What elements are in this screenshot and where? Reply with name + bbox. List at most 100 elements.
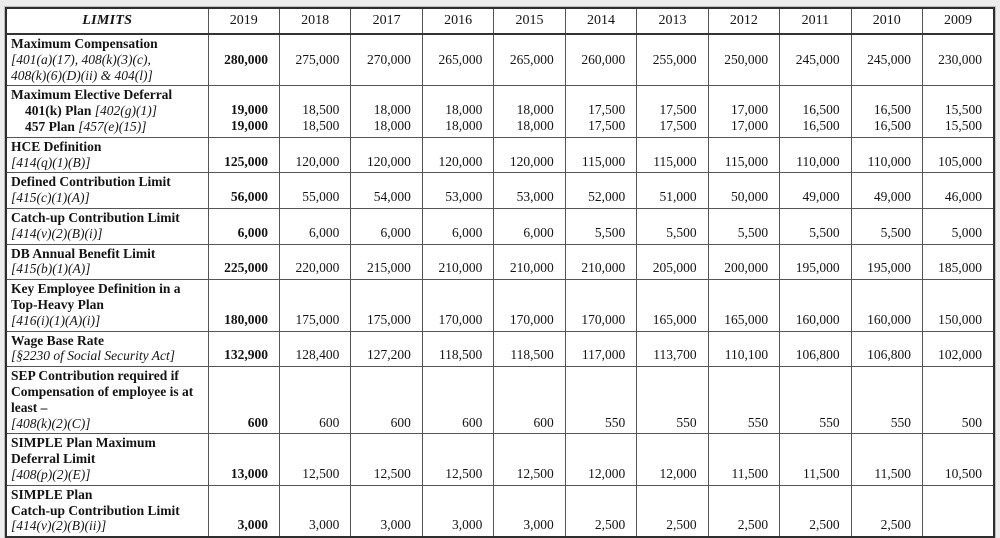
value-cell-2010: 110,000 xyxy=(850,136,924,174)
row-label-line: [§2230 of Social Security Act] xyxy=(11,348,206,364)
value-text: 6,000 xyxy=(380,224,411,240)
value-cell-2013: 550 xyxy=(636,366,709,435)
value-text: 128,400 xyxy=(295,347,340,363)
value-text: 11,500 xyxy=(874,465,912,481)
limits-column-header: LIMITS xyxy=(5,7,209,35)
value-cell-2009: 102,000 xyxy=(922,330,995,368)
label-text: Deferral Limit xyxy=(11,451,96,467)
value-cell-2019: 13,000 xyxy=(207,433,280,486)
label-text: Key Employee Definition in a xyxy=(11,281,181,297)
value-cell-2018: 55,000 xyxy=(278,172,352,209)
value-cell-2010: 245,000 xyxy=(850,33,924,87)
value-cell-2015: 265,000 xyxy=(493,33,566,87)
value-text: 265,000 xyxy=(509,52,554,68)
row-sep-contribution-required: SEP Contribution required if Compensation… xyxy=(5,366,995,435)
value-text: 10,500 xyxy=(944,465,982,481)
value-cell-2015: 12,500 xyxy=(493,433,566,486)
row-defined-contribution-limit: Defined Contribution Limit [415(c)(1)(A)]… xyxy=(5,172,995,209)
value-cell-2010: 160,000 xyxy=(850,279,924,332)
value-cell-2019: 125,000 xyxy=(207,136,280,174)
row-label-line: Top-Heavy Plan xyxy=(11,297,206,313)
year-column-header-2010: 2010 xyxy=(850,7,924,35)
value-text: 3,000 xyxy=(309,517,340,533)
value-cell-2018: 18,500 18,500 xyxy=(278,85,352,138)
row-catch-up-contribution-limit: Catch-up Contribution Limit [414(v)(2)(B)… xyxy=(5,207,995,245)
value-text: 117,000 xyxy=(581,347,626,363)
row-label: Key Employee Definition in a Top-Heavy Pl… xyxy=(5,279,209,332)
label-text: Defined Contribution Limit xyxy=(11,174,171,190)
value-cell-2010: 16,500 16,500 xyxy=(850,85,924,138)
value-cell-2013: 17,500 17,500 xyxy=(636,85,709,138)
value-text: 12,500 xyxy=(445,465,483,481)
value-cell-2019: 132,900 xyxy=(207,330,280,368)
value-cell-2019: 280,000 xyxy=(207,33,280,87)
value-text: 260,000 xyxy=(581,52,626,68)
value-text: 54,000 xyxy=(373,189,411,205)
value-cell-2012: 5,500 xyxy=(707,207,781,245)
value-cell-2014: 5,500 xyxy=(564,207,638,245)
row-label: Maximum Compensation [401(a)(17), 408(k)(… xyxy=(5,33,209,87)
row-label: SEP Contribution required if Compensation… xyxy=(5,366,209,435)
year-column-header-2014: 2014 xyxy=(564,7,638,35)
value-cell-2011: 16,500 16,500 xyxy=(779,85,852,138)
value-text: 52,000 xyxy=(588,189,626,205)
value-text: 270,000 xyxy=(366,52,411,68)
value-cell-2014: 260,000 xyxy=(564,33,638,87)
value-text: 16,500 xyxy=(802,102,840,118)
value-cell-2009: 150,000 xyxy=(922,279,995,332)
value-text: 205,000 xyxy=(652,260,697,276)
value-text: 250,000 xyxy=(724,52,769,68)
row-label: Defined Contribution Limit [415(c)(1)(A)] xyxy=(5,172,209,209)
row-label-line: [408(p)(2)(E)] xyxy=(11,467,206,483)
value-cell-2012: 11,500 xyxy=(707,433,781,486)
value-cell-2018: 12,500 xyxy=(278,433,352,486)
value-text: 12,000 xyxy=(588,465,626,481)
row-label-line: SIMPLE Plan xyxy=(11,487,206,503)
row-label-line: HCE Definition xyxy=(11,139,206,155)
label-citation: [401(a)(17), 408(k)(3)(c), xyxy=(11,51,151,67)
value-text: 18,000 xyxy=(373,117,411,133)
row-label-line: Key Employee Definition in a xyxy=(11,281,206,297)
value-cell-2014: 117,000 xyxy=(564,330,638,368)
value-cell-2019: 225,000 xyxy=(207,243,280,281)
value-cell-2012: 250,000 xyxy=(707,33,781,87)
value-text: 5,500 xyxy=(666,224,697,240)
value-text: 200,000 xyxy=(724,260,769,276)
value-cell-2011: 11,500 xyxy=(779,433,852,486)
value-cell-2011: 106,800 xyxy=(779,330,852,368)
value-cell-2014: 170,000 xyxy=(564,279,638,332)
value-text: 220,000 xyxy=(295,260,340,276)
value-text: 550 xyxy=(890,414,912,430)
document-page: LIMITS 2019 2018 2017 2016 2015 2014 2013 2012 2… xyxy=(5,7,995,538)
value-cell-2018: 128,400 xyxy=(278,330,352,368)
row-simple-plan-catch-up-contribution-limit: SIMPLE Plan Catch-up Contribution Limit [4… xyxy=(5,484,995,538)
value-text: 255,000 xyxy=(652,52,697,68)
value-text: 118,500 xyxy=(510,347,554,363)
value-text: 17,000 xyxy=(731,117,769,133)
value-cell-2018: 600 xyxy=(278,366,352,435)
value-text: 550 xyxy=(676,414,697,430)
row-label: SIMPLE Plan Maximum Deferral Limit [408(p)… xyxy=(5,433,209,486)
value-cell-2012: 2,500 xyxy=(707,484,781,538)
value-text: 245,000 xyxy=(867,52,912,68)
value-text: 2,500 xyxy=(737,517,769,533)
value-text: 125,000 xyxy=(224,153,268,169)
value-cell-2019: 19,000 19,000 xyxy=(207,85,280,138)
value-text: 550 xyxy=(604,414,626,430)
value-text: 195,000 xyxy=(795,260,840,276)
value-text: 53,000 xyxy=(516,189,554,205)
value-text: 160,000 xyxy=(867,311,912,327)
value-text: 49,000 xyxy=(802,189,840,205)
value-text: 115,000 xyxy=(653,153,697,169)
value-text: 11,500 xyxy=(802,465,840,481)
row-maximum-compensation: Maximum Compensation [401(a)(17), 408(k)(… xyxy=(5,33,995,87)
value-text: 49,000 xyxy=(873,189,912,205)
value-text: 210,000 xyxy=(438,260,483,276)
value-text: 5,500 xyxy=(880,224,912,240)
label-text: 401(k) Plan xyxy=(25,103,95,119)
value-text: 113,700 xyxy=(653,347,697,363)
label-text: Maximum Elective Deferral xyxy=(11,87,173,103)
value-cell-2015: 600 xyxy=(493,366,566,435)
value-text: 210,000 xyxy=(581,260,626,276)
row-hce-definition: HCE Definition [414(q)(1)(B)] 125,000 120,0… xyxy=(5,136,995,174)
